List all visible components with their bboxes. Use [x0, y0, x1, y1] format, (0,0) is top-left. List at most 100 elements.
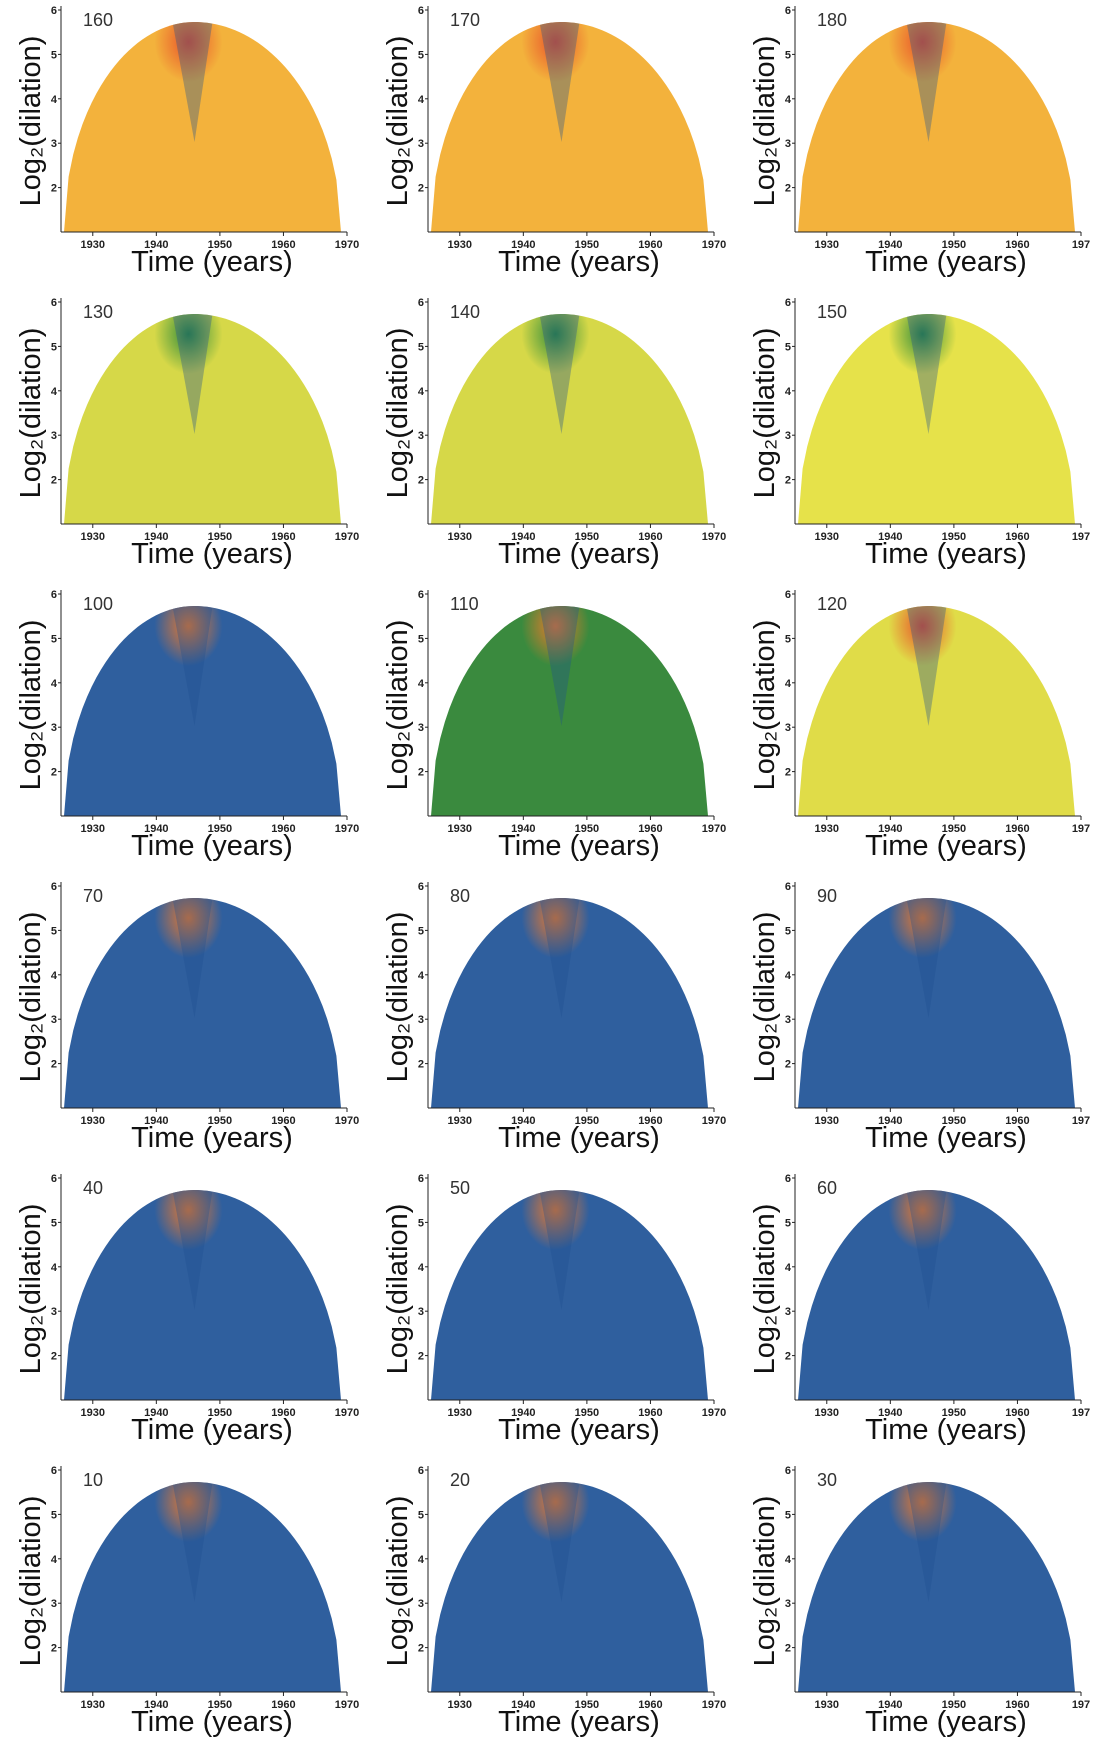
y-tick-label: 3: [785, 1014, 791, 1026]
panel-label: 120: [817, 594, 847, 614]
y-tick-label: 2: [51, 1643, 57, 1655]
x-tick-label: 1950: [942, 1699, 966, 1711]
x-axis-title: Time (years): [498, 1706, 660, 1738]
x-axis-title: Time (years): [498, 246, 660, 278]
y-axis-title: Log₂(dilation): [15, 36, 47, 207]
y-tick-label: 3: [51, 722, 57, 734]
scalogram-field: [431, 22, 708, 232]
x-tick-label: 1970: [702, 531, 726, 543]
y-tick-label: 3: [785, 722, 791, 734]
scalogram-field: [64, 314, 341, 524]
y-tick-label: 2: [51, 1351, 57, 1363]
x-tick-label: 1950: [575, 1115, 599, 1127]
panel-label: 60: [817, 1178, 837, 1198]
x-tick-label: 1960: [271, 1115, 295, 1127]
ridge: [906, 898, 947, 1018]
x-tick-label: 1970: [335, 239, 359, 251]
scalogram-field: [431, 898, 708, 1108]
scalogram-field: [431, 1482, 708, 1692]
scalogram-detail: [154, 606, 223, 726]
x-axis-title: Time (years): [131, 1122, 293, 1154]
y-axis-title: Log₂(dilation): [382, 1204, 414, 1375]
scalogram-field: [64, 898, 341, 1108]
y-tick-label: 2: [785, 183, 791, 195]
y-tick-label: 2: [51, 183, 57, 195]
x-tick-label: 1940: [144, 1407, 168, 1419]
x-axis-title: Time (years): [498, 1122, 660, 1154]
y-tick-label: 6: [51, 297, 57, 309]
panel-label: 100: [83, 594, 113, 614]
y-axis-title: Log₂(dilation): [749, 620, 781, 791]
y-tick-label: 6: [418, 1173, 424, 1185]
x-tick-label: 1960: [271, 531, 295, 543]
scalogram-detail: [888, 606, 957, 726]
x-tick-label: 1930: [448, 239, 472, 251]
y-tick-label: 4: [51, 1554, 58, 1566]
y-tick-label: 6: [785, 5, 791, 17]
y-tick-label: 3: [418, 1014, 424, 1026]
ridge: [172, 22, 213, 142]
ridge: [539, 1190, 580, 1310]
y-tick-label: 6: [785, 297, 791, 309]
scalogram-detail: [888, 1190, 957, 1310]
x-tick-label: 1930: [815, 1407, 839, 1419]
y-tick-label: 4: [785, 678, 792, 690]
x-tick-label: 1930: [81, 823, 105, 835]
peak-region: [154, 1190, 223, 1250]
x-axis-title: Time (years): [498, 1414, 660, 1446]
x-tick-label: 1950: [208, 531, 232, 543]
x-tick-label: 1970: [335, 1699, 359, 1711]
x-tick-label: 1960: [1005, 823, 1029, 835]
scalogram-field: [798, 1190, 1075, 1400]
x-tick-label: 1970: [702, 1407, 726, 1419]
scalogram-field: [64, 606, 341, 816]
x-tick-label: 1950: [208, 239, 232, 251]
panel: 1930 1940 1950 1960 197 2 3 4 5 6 90 Time (years) Lo…: [749, 881, 1090, 1154]
x-tick-label: 1940: [511, 1115, 535, 1127]
x-axis-title: Time (years): [498, 538, 660, 570]
panel-label: 80: [450, 886, 470, 906]
x-tick-label: 1950: [208, 1115, 232, 1127]
y-tick-label: 5: [785, 925, 791, 937]
panel: 1930 1940 1950 1960 1970 2 3 4 5 6 130 Time (years)…: [15, 297, 359, 570]
x-tick-label: 1930: [815, 1699, 839, 1711]
y-tick-label: 4: [418, 1262, 425, 1274]
y-tick-label: 2: [51, 1059, 57, 1071]
x-tick-label: 1970: [702, 239, 726, 251]
y-tick-label: 4: [51, 94, 58, 106]
y-tick-label: 4: [785, 386, 792, 398]
x-tick-label: 1930: [81, 531, 105, 543]
x-tick-label: 1950: [575, 1699, 599, 1711]
scalogram-detail: [154, 314, 223, 434]
x-tick-label: 1960: [638, 1115, 662, 1127]
panel: 1930 1940 1950 1960 197 2 3 4 5 6 150 Time (years) L…: [749, 297, 1090, 570]
y-tick-label: 3: [785, 1598, 791, 1610]
y-tick-label: 4: [418, 1554, 425, 1566]
peak-region: [521, 1190, 590, 1250]
peak-region: [521, 606, 590, 666]
y-tick-label: 6: [418, 297, 424, 309]
panel-label: 40: [83, 1178, 103, 1198]
panel: 1930 1940 1950 1960 1970 2 3 4 5 6 40 Time (years) L…: [15, 1173, 359, 1446]
y-tick-label: 5: [785, 633, 791, 645]
scalogram-detail: [888, 898, 957, 1018]
x-tick-label: 197: [1072, 531, 1090, 543]
x-tick-label: 1950: [575, 531, 599, 543]
x-tick-label: 1940: [144, 1699, 168, 1711]
peak-region: [521, 898, 590, 958]
ridge: [906, 606, 947, 726]
x-tick-label: 1950: [942, 1407, 966, 1419]
x-tick-label: 1950: [942, 531, 966, 543]
x-tick-label: 1940: [878, 1407, 902, 1419]
y-axis-title: Log₂(dilation): [749, 328, 781, 499]
ridge: [539, 606, 580, 726]
x-tick-label: 1960: [271, 1407, 295, 1419]
ridge: [906, 1190, 947, 1310]
y-tick-label: 3: [418, 430, 424, 442]
peak-region: [521, 314, 590, 374]
ridge: [172, 1190, 213, 1310]
x-tick-label: 1930: [448, 1699, 472, 1711]
x-axis-title: Time (years): [865, 246, 1027, 278]
ridge: [172, 898, 213, 1018]
x-tick-label: 1960: [638, 531, 662, 543]
